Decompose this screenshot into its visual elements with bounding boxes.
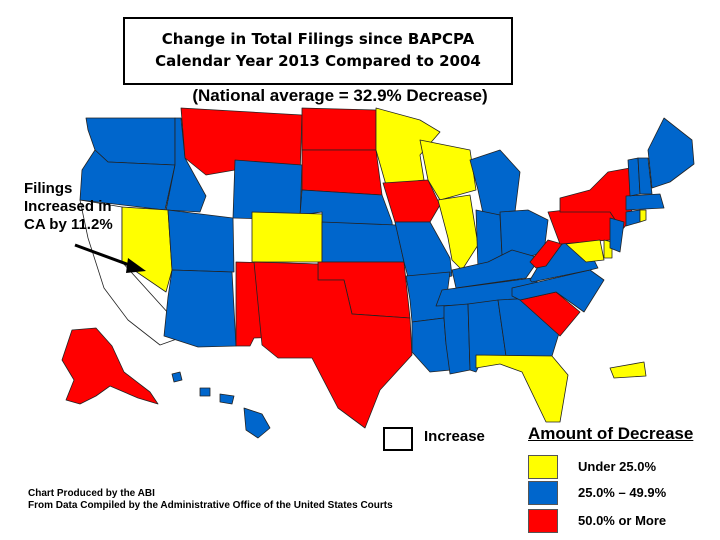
legend-label: Under 25.0% (578, 459, 657, 474)
state-sd (301, 149, 383, 196)
state-ut (167, 209, 235, 273)
state-mn (375, 107, 441, 186)
legend-swatch-yellow (528, 455, 558, 479)
state-nh (637, 157, 653, 195)
state-pr (609, 361, 647, 379)
state-hi (243, 407, 271, 439)
state-co (251, 211, 323, 263)
state-hi (199, 387, 211, 397)
ca-arrow (74, 243, 146, 273)
increase-label: Increase (424, 428, 485, 445)
state-nd (301, 107, 377, 151)
legend-item-25-to-49: 25.0% – 49.9% (528, 481, 708, 505)
state-mo (394, 221, 453, 286)
state-wy (232, 159, 303, 221)
state-hi (219, 393, 235, 405)
credit-line-1: Chart Produced by the ABI (28, 488, 155, 499)
legend-item-50-or-more: 50.0% or More (528, 509, 708, 533)
legend-title: Amount of Decrease (528, 424, 694, 443)
title-line-1: Change in Total Filings since BAPCPA (161, 30, 475, 48)
state-fl (475, 354, 569, 423)
state-ma (625, 193, 665, 211)
state-wv (529, 239, 563, 269)
legend-swatch-red (528, 509, 558, 533)
increase-swatch (383, 427, 413, 451)
state-nc (511, 269, 605, 313)
national-average-subtitle: (National average = 32.9% Decrease) (192, 86, 488, 105)
state-me (647, 117, 695, 189)
legend-item-under-25: Under 25.0% (528, 455, 708, 479)
state-nj (609, 217, 625, 253)
title-box: Change in Total Filings since BAPCPA Cal… (123, 17, 513, 85)
state-hi (171, 371, 183, 383)
state-ri (639, 209, 647, 223)
state-az (163, 269, 237, 348)
legend-label: 50.0% or More (578, 513, 667, 528)
state-ak (61, 327, 159, 405)
state-id (165, 117, 207, 213)
state-md (565, 239, 605, 263)
state-ct (625, 209, 641, 227)
state-ia (382, 179, 441, 223)
legend-swatch-blue (528, 481, 558, 505)
state-mi (469, 149, 521, 221)
credit-line-2: From Data Compiled by the Administrative… (28, 500, 393, 511)
title-line-2: Calendar Year 2013 Compared to 2004 (155, 52, 481, 70)
state-tx (253, 261, 413, 429)
state-nv (121, 206, 173, 293)
state-ks (321, 221, 405, 263)
ca-increase-annotation: Filings Increased in CA by 11.2% (24, 180, 113, 233)
legend-label: 25.0% – 49.9% (578, 485, 667, 500)
